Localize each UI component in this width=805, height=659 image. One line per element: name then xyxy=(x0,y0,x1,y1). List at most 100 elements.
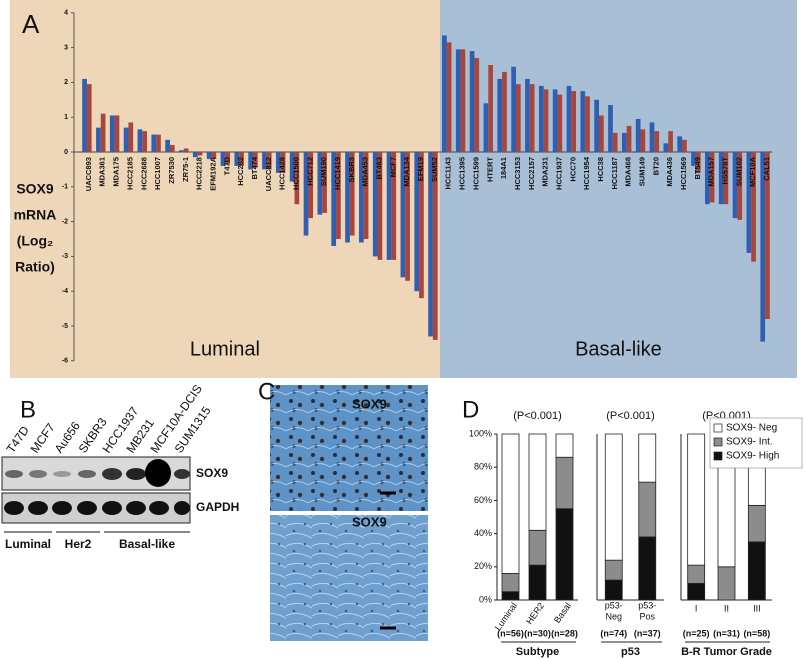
bar xyxy=(225,152,231,165)
bar xyxy=(414,152,420,292)
category-label: SUM190 xyxy=(319,157,328,186)
bar xyxy=(483,103,489,152)
y-tick-label: 0 xyxy=(64,149,68,156)
bar xyxy=(349,152,355,236)
bar xyxy=(502,71,507,152)
bar xyxy=(635,118,641,152)
stacked-bar-segment xyxy=(604,433,623,561)
bar xyxy=(322,152,327,213)
category-label: HS578T xyxy=(721,157,730,185)
bar xyxy=(765,152,770,320)
y-tick-label: 80% xyxy=(474,462,492,472)
bar xyxy=(151,134,157,152)
n-label: (n=30) xyxy=(524,628,551,638)
bar xyxy=(566,85,572,152)
category-label: MDA157 xyxy=(707,157,716,187)
y-axis-label: mRNA xyxy=(14,207,57,223)
bar xyxy=(705,152,710,205)
bar xyxy=(317,152,323,215)
stacked-bar-segment xyxy=(555,508,574,601)
bar xyxy=(109,115,115,152)
bar xyxy=(585,96,590,152)
y-tick-label: 0% xyxy=(479,594,492,604)
bar xyxy=(442,35,447,152)
x-axis-label: p53 xyxy=(621,646,640,658)
stacked-bar-segment xyxy=(747,504,766,543)
chart-title: (P<0.001) xyxy=(513,410,562,422)
bar xyxy=(289,152,295,182)
x-tick-label: p53- xyxy=(638,600,656,610)
bar xyxy=(100,113,106,152)
bar xyxy=(663,143,669,152)
bar xyxy=(82,78,87,152)
bar xyxy=(529,84,535,152)
bar xyxy=(128,122,134,152)
category-label: MCF7 xyxy=(388,157,397,177)
category-label: MDA231 xyxy=(541,157,550,187)
bar xyxy=(400,152,406,278)
bar xyxy=(691,152,696,166)
y-tick-label: 4 xyxy=(64,10,68,17)
group-label: Her2 xyxy=(65,537,92,551)
bar xyxy=(640,129,646,152)
n-label: (n=28) xyxy=(551,628,578,638)
x-tick-label: Basal xyxy=(552,601,573,625)
category-label: MDA436 xyxy=(665,157,674,187)
category-label: SKBR3 xyxy=(347,157,356,182)
bar xyxy=(114,115,120,152)
bar xyxy=(197,152,203,156)
stacked-bar-segment xyxy=(638,481,657,538)
bar xyxy=(156,134,161,152)
bar xyxy=(446,42,452,152)
category-label: HCC1007 xyxy=(153,157,162,190)
bar xyxy=(746,152,752,253)
y-tick-label: -5 xyxy=(62,323,68,330)
category-label: HCC1395 xyxy=(458,157,467,190)
category-label: HCC1428 xyxy=(278,157,287,190)
bar xyxy=(169,145,175,152)
category-label: MDA468 xyxy=(624,157,633,187)
bar xyxy=(654,131,660,152)
category-label: UACC812 xyxy=(264,157,273,191)
category-label: EFM192A xyxy=(208,156,217,190)
y-axis-label: (Log₂ xyxy=(17,233,54,249)
category-label: ZR75-1 xyxy=(181,157,190,182)
category-label: BT20 xyxy=(651,157,660,175)
bar xyxy=(123,127,129,152)
bar xyxy=(626,125,632,152)
category-label: HCC38 xyxy=(596,157,605,182)
y-tick-label: -4 xyxy=(62,288,68,295)
category-label: T47D xyxy=(222,156,231,175)
bar xyxy=(165,139,170,152)
stacked-bar-segment xyxy=(717,566,736,601)
bar xyxy=(211,152,217,159)
bar xyxy=(280,152,286,173)
bar xyxy=(253,152,258,168)
bar xyxy=(543,89,549,152)
panel-c-images xyxy=(270,385,428,641)
bar xyxy=(525,78,530,152)
y-tick-label: -3 xyxy=(62,253,68,260)
category-label: HCC1599 xyxy=(471,157,480,190)
bar xyxy=(220,152,226,166)
stacked-bar-segment xyxy=(604,559,623,581)
category-label: BT483 xyxy=(375,157,384,180)
bar xyxy=(732,152,738,219)
stacked-bar-segment xyxy=(555,433,574,458)
y-tick-label: 1 xyxy=(64,114,68,121)
bar xyxy=(419,152,424,299)
bar xyxy=(737,152,743,220)
bar xyxy=(612,132,618,152)
category-label: HCC1500 xyxy=(292,157,301,190)
panel-b-blot xyxy=(1,456,191,533)
bar xyxy=(497,78,503,152)
n-label: (n=37) xyxy=(634,628,661,638)
bar xyxy=(372,152,378,257)
bar xyxy=(142,131,147,152)
legend-label: SOX9- Int. xyxy=(726,437,773,448)
category-label: HCC1954 xyxy=(582,156,591,190)
bar xyxy=(649,122,655,152)
x-tick-label: HER2 xyxy=(524,601,546,626)
y-tick-label: -2 xyxy=(62,218,68,225)
stacked-bar-segment xyxy=(638,433,657,483)
